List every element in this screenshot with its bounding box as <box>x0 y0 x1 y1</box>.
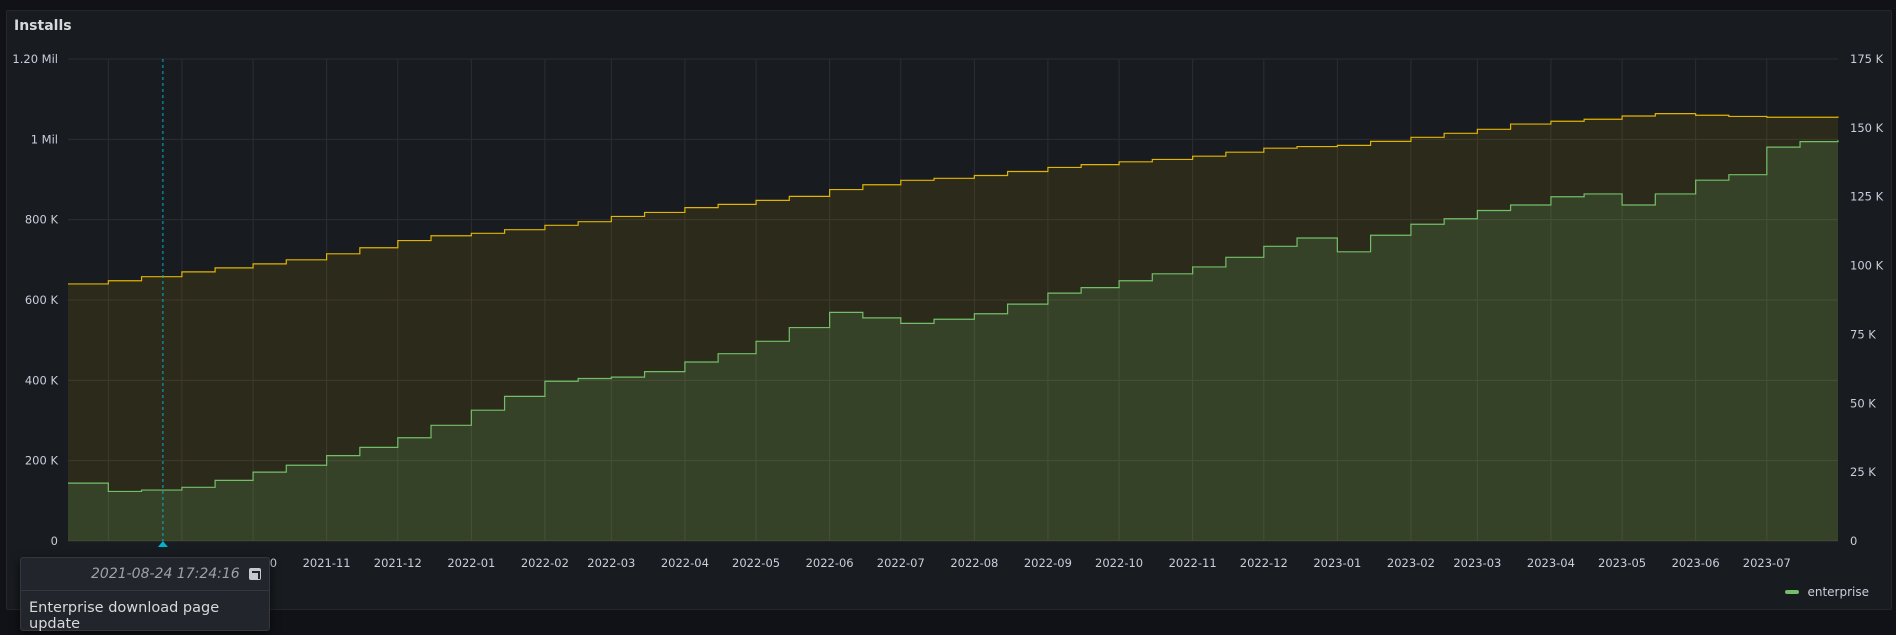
y-left-tick-label: 600 K <box>25 293 59 307</box>
x-tick-label: 2023-03 <box>1453 556 1501 570</box>
x-tick-label: 2022-09 <box>1024 556 1072 570</box>
edit-annotation-icon[interactable] <box>249 568 261 580</box>
panel-title[interactable]: Installs <box>14 18 72 34</box>
y-right-tick-label: 175 K <box>1850 52 1884 66</box>
x-tick-label: 2022-05 <box>732 556 780 570</box>
y-left-tick-label: 200 K <box>25 454 59 468</box>
legend-label[interactable]: enterprise <box>1807 585 1869 599</box>
x-tick-label: 2023-06 <box>1672 556 1720 570</box>
x-tick-label: 2022-01 <box>447 556 495 570</box>
x-tick-label: 2022-10 <box>1095 556 1143 570</box>
series-line-0 <box>68 113 1839 285</box>
x-tick-label: 2022-07 <box>877 556 925 570</box>
tooltip-divider <box>21 590 269 591</box>
x-tick-label: 2022-11 <box>1169 556 1217 570</box>
x-tick-label: 2022-06 <box>806 556 854 570</box>
x-tick-label: 2022-03 <box>587 556 635 570</box>
annotation-text: Enterprise download page update <box>29 600 220 632</box>
y-right-tick-label: 100 K <box>1850 259 1884 273</box>
x-tick-label: 2023-02 <box>1387 556 1435 570</box>
y-right-tick-label: 75 K <box>1850 327 1876 341</box>
y-right-tick-label: 150 K <box>1850 121 1884 135</box>
annotation-time: 2021-08-24 17:24:16 <box>91 566 240 582</box>
x-tick-label: 2023-05 <box>1598 556 1646 570</box>
y-right-tick-label: 25 K <box>1850 465 1876 479</box>
y-right-tick-label: 125 K <box>1850 190 1884 204</box>
y-left-tick-label: 400 K <box>25 373 59 387</box>
y-left-tick-label: 800 K <box>25 213 59 227</box>
x-tick-label: 2021-11 <box>303 556 351 570</box>
x-tick-label: 2022-04 <box>661 556 709 570</box>
y-right-tick-label: 50 K <box>1850 396 1876 410</box>
series-area-0 <box>68 113 1838 542</box>
x-tick-label: 2022-02 <box>521 556 569 570</box>
annotation-tooltip: 2021-08-24 17:24:16 Enterprise download … <box>20 557 270 632</box>
x-tick-label: 2023-04 <box>1527 556 1575 570</box>
y-left-tick-label: 0 <box>51 534 58 548</box>
x-tick-label: 2023-01 <box>1313 556 1361 570</box>
legend-swatch <box>1785 590 1800 594</box>
y-left-tick-label: 1.20 Mil <box>12 52 58 66</box>
x-tick-label: 2022-08 <box>950 556 998 570</box>
installs-panel: Installs enterprise <box>6 10 1892 610</box>
x-tick-label: 2021-12 <box>374 556 422 570</box>
x-tick-label: 2022-12 <box>1240 556 1288 570</box>
y-right-tick-label: 0 <box>1850 534 1857 548</box>
legend[interactable]: enterprise <box>1785 585 1869 599</box>
annotation-marker <box>157 541 168 547</box>
series-line-1 <box>68 140 1839 493</box>
series-area-1 <box>68 140 1838 541</box>
y-left-tick-label: 1 Mil <box>31 132 58 146</box>
x-tick-label: 2023-07 <box>1743 556 1791 570</box>
